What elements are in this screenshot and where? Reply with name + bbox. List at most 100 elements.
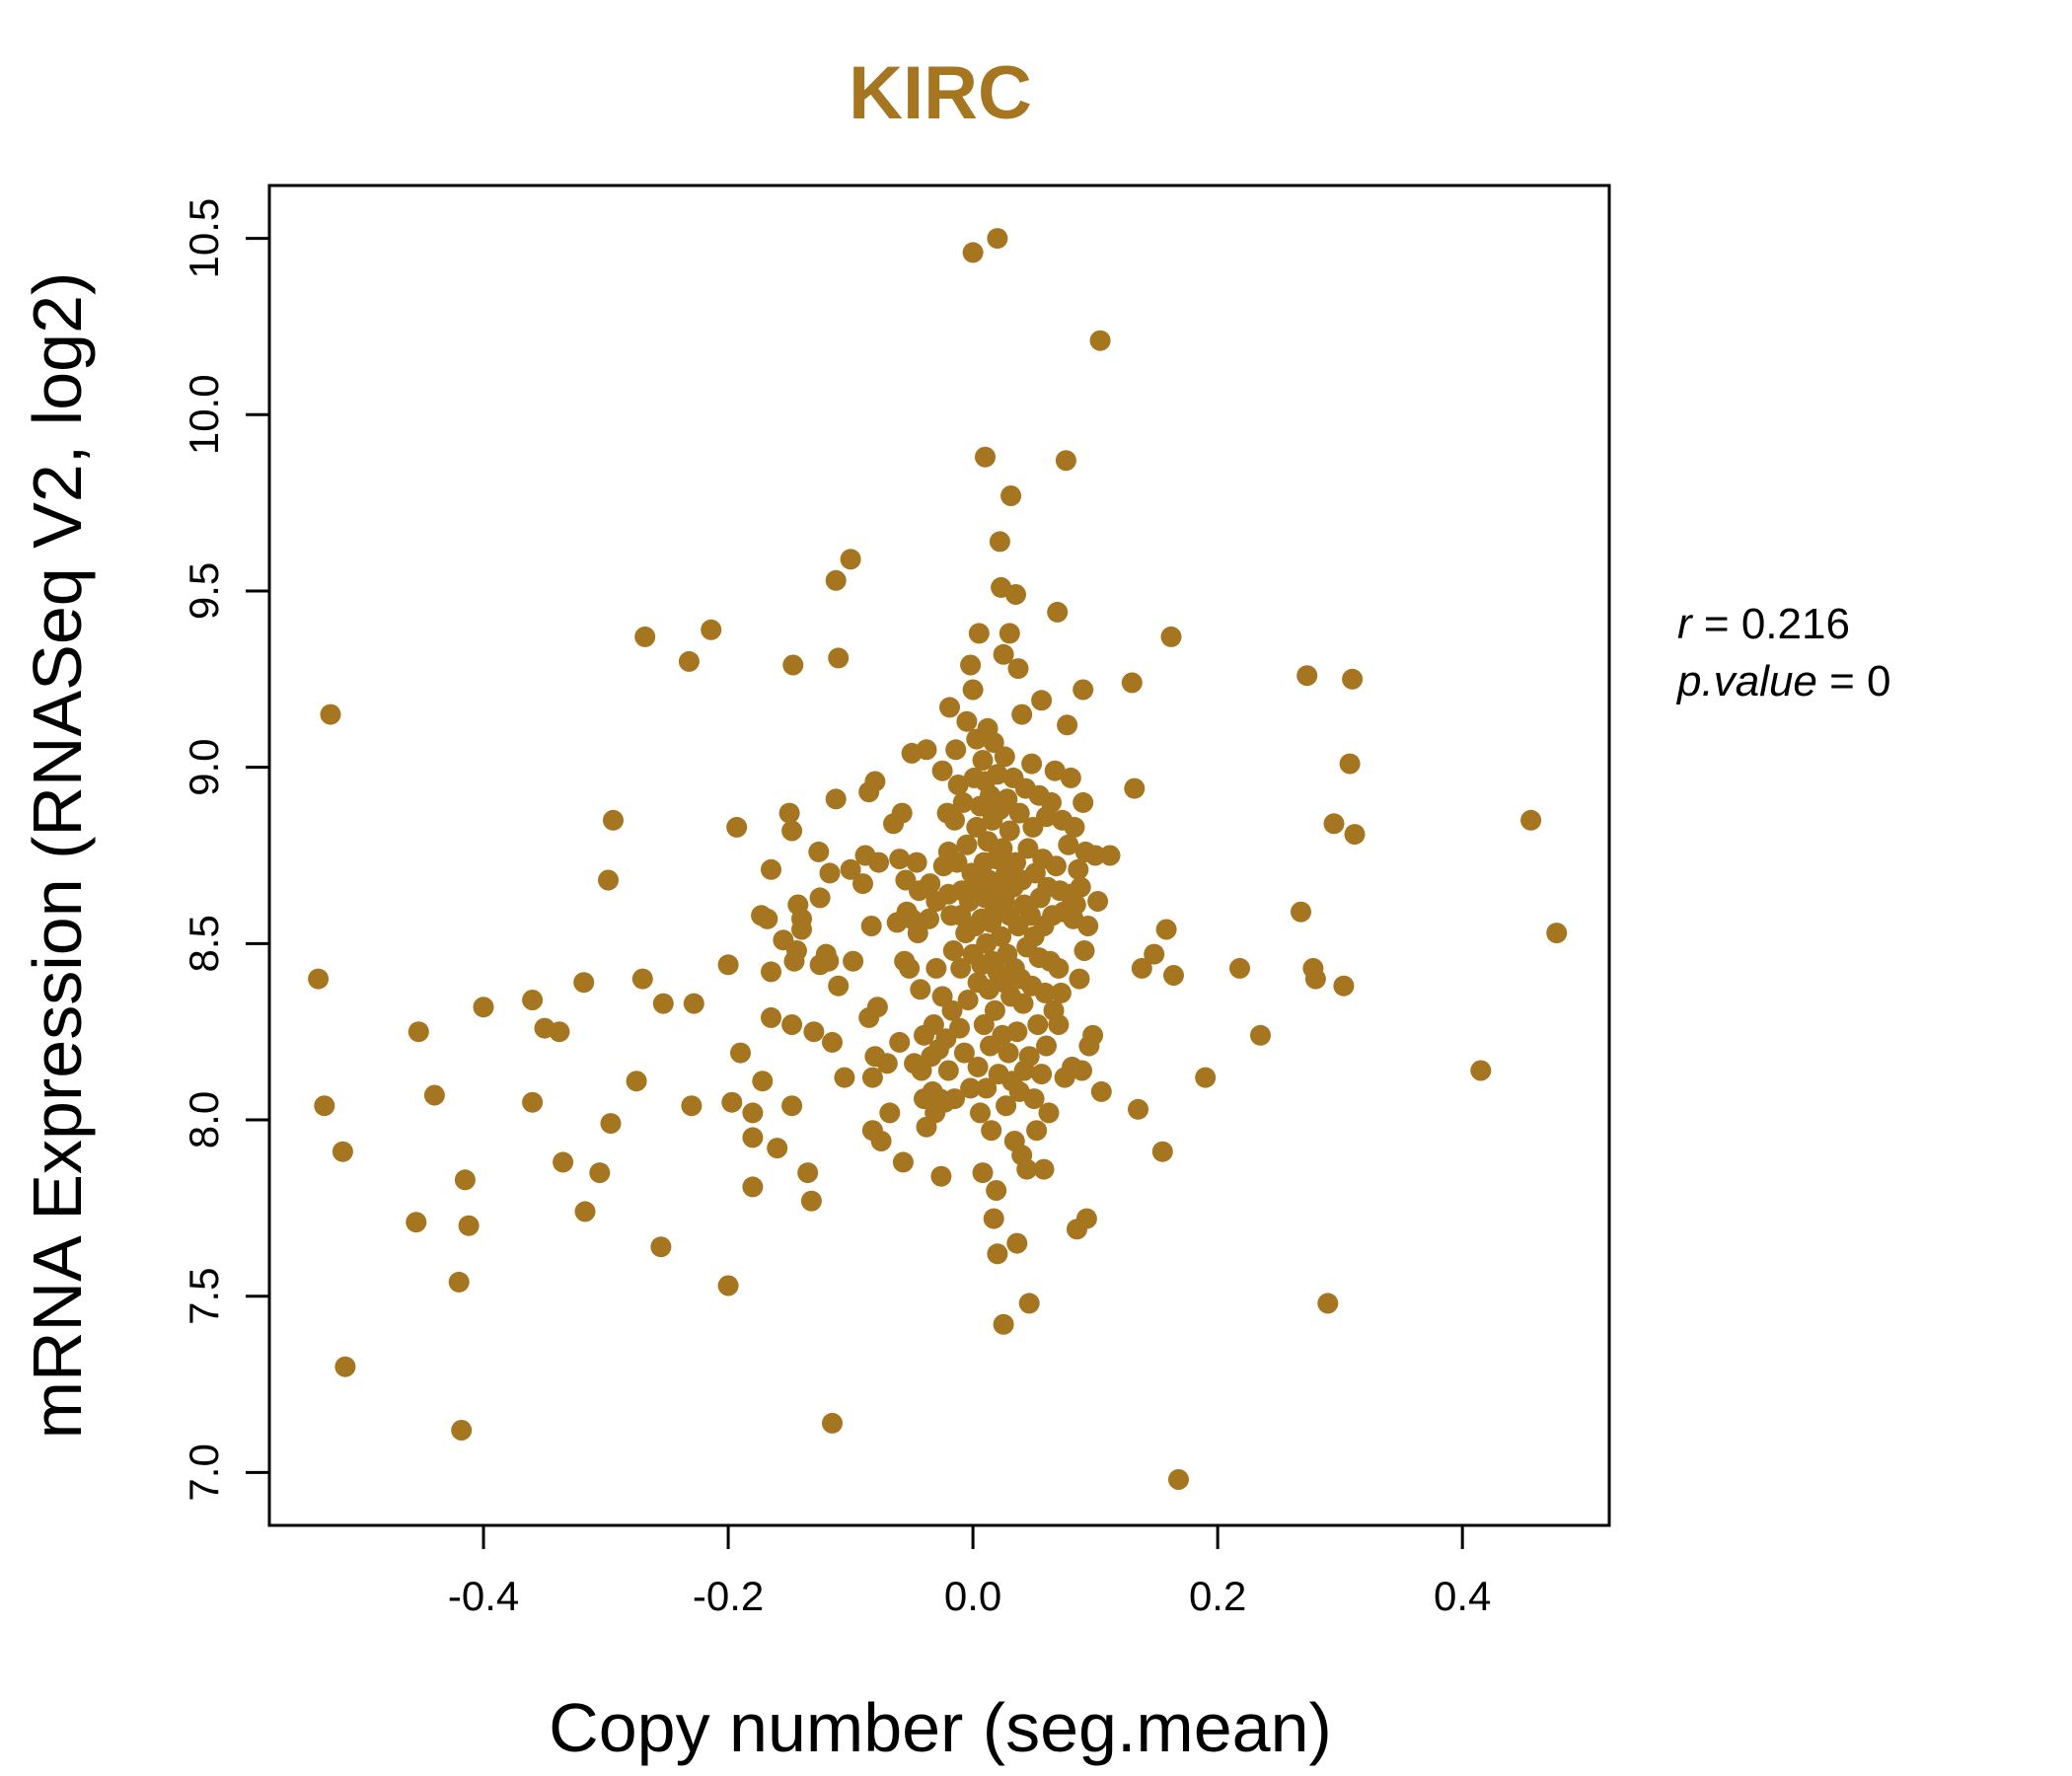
data-point (1007, 658, 1029, 680)
x-tick-label: 0.2 (1189, 1573, 1246, 1619)
data-point (522, 1091, 544, 1113)
data-point (1323, 813, 1345, 835)
data-point (1008, 802, 1030, 824)
data-point (993, 1313, 1014, 1335)
data-point (919, 908, 939, 929)
data-point (1064, 816, 1085, 838)
data-point (864, 771, 886, 792)
data-point (701, 619, 722, 640)
data-point (1073, 679, 1094, 701)
data-point (1087, 891, 1109, 912)
data-point (1058, 834, 1079, 855)
data-point (1060, 767, 1081, 788)
data-point (600, 1113, 622, 1135)
data-point (860, 916, 882, 936)
data-point (949, 1017, 970, 1039)
data-point (1038, 1102, 1060, 1124)
data-point (840, 858, 861, 880)
data-point (721, 1091, 743, 1113)
data-point (407, 1021, 429, 1043)
data-point (1027, 1014, 1049, 1035)
data-point (549, 1021, 570, 1043)
data-point (423, 1084, 445, 1106)
data-point (956, 834, 978, 855)
y-tick-label: 7.0 (181, 1443, 227, 1501)
data-point (1124, 777, 1146, 799)
data-point (983, 732, 1004, 754)
data-point (958, 891, 980, 912)
y-tick-label: 9.0 (181, 738, 227, 795)
data-point (931, 760, 953, 781)
data-point (332, 1141, 353, 1162)
data-point (962, 242, 984, 263)
data-point (1033, 1158, 1055, 1180)
data-point (782, 654, 804, 676)
data-point (1155, 919, 1177, 940)
data-point (1031, 1064, 1053, 1085)
data-point (406, 1212, 427, 1233)
data-point (946, 851, 968, 873)
data-point (742, 1127, 764, 1148)
data-point (1304, 968, 1326, 990)
data-point (889, 1031, 911, 1053)
data-point (678, 650, 700, 672)
data-point (598, 869, 619, 891)
data-point (1006, 1232, 1028, 1254)
data-point (451, 1420, 473, 1441)
data-point (1084, 845, 1106, 866)
data-point (925, 957, 947, 979)
data-point (308, 968, 330, 990)
data-point (968, 623, 990, 644)
data-point (920, 873, 941, 895)
data-point (994, 746, 1015, 768)
data-point (1069, 968, 1090, 990)
p-value-stat: p.value = 0 (1675, 657, 1891, 705)
data-point (1017, 838, 1039, 859)
data-point (991, 925, 1012, 947)
data-points (308, 228, 1568, 1490)
data-point (822, 1412, 843, 1434)
data-point (861, 1067, 883, 1088)
data-point (987, 228, 1008, 250)
data-point (781, 820, 803, 842)
y-tick-label: 10.5 (181, 198, 227, 279)
data-point (1229, 957, 1250, 979)
data-point (828, 647, 850, 669)
p-value: 0 (1867, 657, 1890, 705)
data-point (828, 975, 850, 997)
r-label: r (1677, 600, 1694, 648)
data-point (889, 849, 911, 870)
data-point (752, 1071, 774, 1092)
data-point (757, 908, 778, 929)
x-tick-label: 0.4 (1434, 1573, 1491, 1619)
y-tick-label: 7.5 (181, 1268, 227, 1325)
data-point (778, 802, 800, 824)
data-point (1121, 672, 1143, 694)
p-label: p.value (1675, 657, 1817, 705)
data-point (1011, 703, 1033, 725)
data-point (1160, 626, 1182, 647)
data-point (1036, 1035, 1057, 1057)
data-point (975, 446, 996, 468)
x-axis: -0.4 -0.2 0.0 0.2 0.4 (448, 1523, 1491, 1619)
data-point (1070, 876, 1091, 898)
data-point (999, 820, 1020, 842)
data-point (987, 764, 1008, 785)
data-point (1068, 858, 1089, 880)
data-point (997, 788, 1018, 810)
data-point (334, 1356, 356, 1377)
data-point (574, 1201, 596, 1222)
data-point (1018, 1046, 1040, 1068)
data-point (681, 1095, 703, 1117)
y-axis: 7.0 7.5 8.0 8.5 9.0 9.5 10.0 10.5 (181, 198, 271, 1502)
data-point (683, 993, 704, 1014)
data-point (1317, 1293, 1339, 1314)
r-stat: r = 0.216 (1677, 600, 1850, 648)
data-point (998, 1042, 1019, 1064)
data-point (742, 1176, 764, 1198)
data-point (930, 1165, 952, 1187)
data-point (589, 1162, 611, 1184)
data-point (1089, 330, 1111, 351)
data-point (603, 809, 624, 831)
